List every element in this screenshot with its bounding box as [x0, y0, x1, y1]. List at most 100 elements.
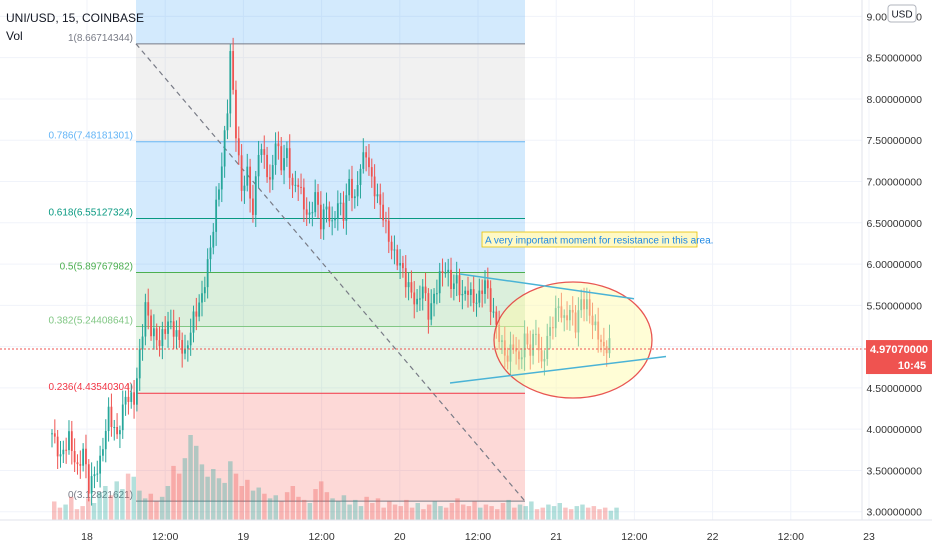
volume-bar [267, 498, 273, 520]
candle-body [376, 194, 379, 197]
fib-zone [136, 326, 525, 394]
candle-body [424, 286, 427, 294]
volume-bar [199, 464, 205, 520]
candle-body [404, 268, 407, 288]
candle-body [574, 312, 577, 333]
resistance-trendline [459, 273, 635, 300]
volume-bar [188, 435, 193, 520]
candle-body [53, 433, 56, 437]
candle-body [571, 309, 574, 313]
price-tick-label: 6.50000000 [867, 218, 923, 230]
volume-bar [460, 504, 466, 520]
volume-bar [114, 481, 119, 520]
volume-bar [443, 507, 449, 520]
fib-level-label: 0.618(6.55127324) [48, 208, 133, 219]
candle-body [274, 143, 277, 166]
candle-body [368, 157, 370, 168]
candle-body [373, 176, 376, 197]
candle-body [243, 185, 246, 191]
candle-body [365, 152, 368, 158]
candle-body [549, 327, 551, 336]
candle-body [283, 158, 285, 171]
fib-zone-upper-extension [136, 0, 525, 44]
time-tick-label: 19 [238, 531, 250, 543]
currency-button[interactable]: USD [887, 4, 917, 23]
candle-body [393, 249, 396, 251]
candle-body [195, 311, 198, 317]
volume-bar [86, 498, 91, 520]
candle-body [464, 290, 467, 294]
time-tick-label: 12:00 [465, 531, 491, 543]
fib-zone [136, 43, 525, 142]
volume-bar [364, 496, 369, 520]
candle-body [447, 269, 450, 273]
candle-body [512, 344, 515, 349]
volume-bar [284, 492, 290, 520]
candle-body [600, 339, 602, 342]
annotation-box [481, 231, 698, 248]
volume-bar [245, 479, 250, 520]
price-axis[interactable]: 3.00000000 3.50000000 4.00000000 4.50000000… [867, 11, 923, 518]
volume-bar [500, 503, 506, 520]
volume-bar [239, 486, 244, 520]
candle-body [597, 321, 600, 340]
candle-body [421, 286, 424, 299]
fib-level-label: 0.5(5.89767982) [60, 262, 133, 273]
candle-body [82, 448, 85, 466]
volume-bar [256, 487, 261, 520]
candle-body [124, 396, 127, 405]
volume-bar [80, 506, 85, 520]
last-price-tag-bg [866, 340, 932, 375]
volume-bar [398, 506, 403, 520]
price-tick-label: 8.00000000 [867, 94, 923, 106]
candle-body [328, 206, 331, 222]
volume-bar [176, 473, 182, 520]
candle-body [585, 299, 588, 310]
candle-body [70, 431, 73, 451]
candle-body [300, 186, 302, 188]
candle-body [552, 327, 554, 329]
volume-bar [52, 501, 57, 520]
candle-body [461, 293, 464, 296]
volume-bar [529, 501, 534, 520]
candle-body [362, 152, 365, 169]
volume-bar [415, 503, 420, 520]
candle-body [503, 340, 506, 356]
volume-bar [614, 507, 619, 520]
candle-body [62, 449, 65, 455]
candle-body [141, 336, 144, 350]
candle-body [87, 464, 90, 494]
candle-body [441, 271, 444, 273]
candle-body [73, 450, 76, 463]
bar-countdown: 10:45 [898, 360, 926, 372]
candle-body [285, 148, 288, 159]
volume-bar [211, 469, 216, 520]
candle-body [288, 148, 291, 178]
volume-bar [182, 458, 188, 520]
annotation-callout[interactable]: A very important moment for resistance i… [481, 231, 713, 248]
candle-body [430, 303, 433, 320]
candle-body [402, 263, 404, 269]
volume-bar [455, 498, 460, 520]
price-tick-label: 8.50000000 [867, 53, 923, 65]
candle-body [76, 462, 79, 465]
volume-bar [159, 496, 165, 520]
candle-body [308, 212, 311, 215]
candle-body [319, 204, 322, 230]
candle-body [435, 293, 438, 295]
time-axis[interactable]: 18 12:00 19 12:00 20 12:00 21 12:00 22 12:00 23 [81, 531, 875, 543]
candle-body [102, 449, 104, 456]
candle-body [336, 203, 339, 219]
volume-bar [602, 507, 608, 520]
candle-body [237, 138, 240, 156]
volume-label: Vol [6, 29, 23, 43]
volume-bar [341, 495, 347, 520]
candle-body [339, 202, 342, 204]
volume-bar [353, 499, 358, 520]
candle-body [458, 275, 461, 296]
last-price-value: 4.97070000 [870, 344, 928, 356]
volume-bar [74, 509, 80, 520]
candle-body [506, 355, 509, 362]
volume-bar [216, 478, 222, 520]
